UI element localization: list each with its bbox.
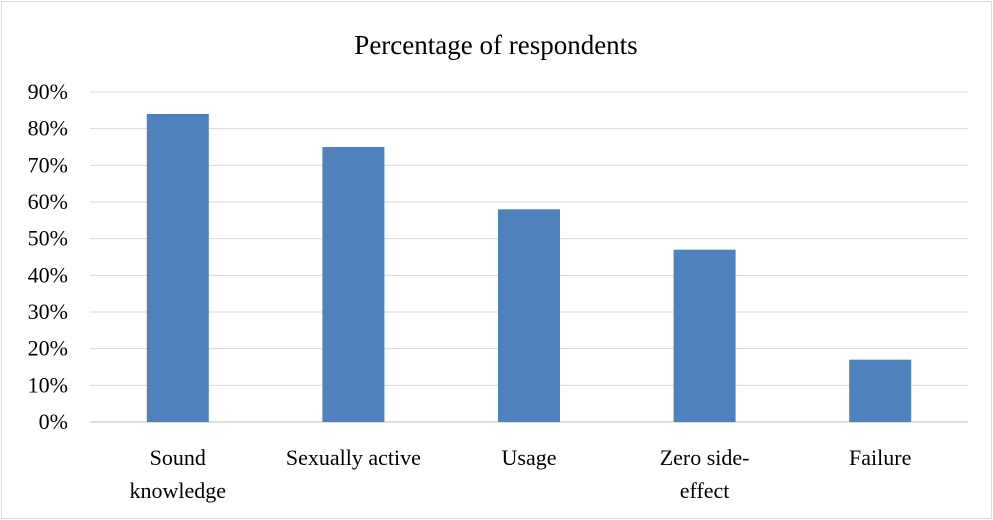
bar [146,114,209,422]
x-tick-label: effect [680,478,730,503]
bar [322,147,385,422]
y-tick-label: 80% [28,116,68,141]
chart-title: Percentage of respondents [354,30,637,60]
y-tick-label: 50% [28,226,68,251]
y-axis-ticks: 0% 10% 20% 30% 40% 50% 60% 70% 80% 90% [28,79,68,434]
x-axis-labels: Sound knowledge Sexually active Usage Zero s… [130,445,912,503]
y-tick-label: 40% [28,262,68,287]
bar [498,209,560,422]
x-tick-label: Sound [150,445,206,470]
y-tick-label: 10% [28,372,68,397]
y-tick-label: 70% [28,152,68,177]
x-tick-label: knowledge [130,478,227,503]
y-tick-label: 30% [28,299,68,324]
x-tick-label: Zero side- [660,445,750,470]
y-tick-label: 20% [28,336,68,361]
bar [673,249,736,422]
bar [849,359,912,422]
y-tick-label: 0% [39,409,68,434]
x-tick-label: Sexually active [286,445,421,470]
y-tick-label: 60% [28,189,68,214]
y-tick-label: 90% [28,79,68,104]
x-tick-label: Usage [502,445,557,470]
bars [146,114,912,422]
x-tick-label: Failure [849,445,911,470]
